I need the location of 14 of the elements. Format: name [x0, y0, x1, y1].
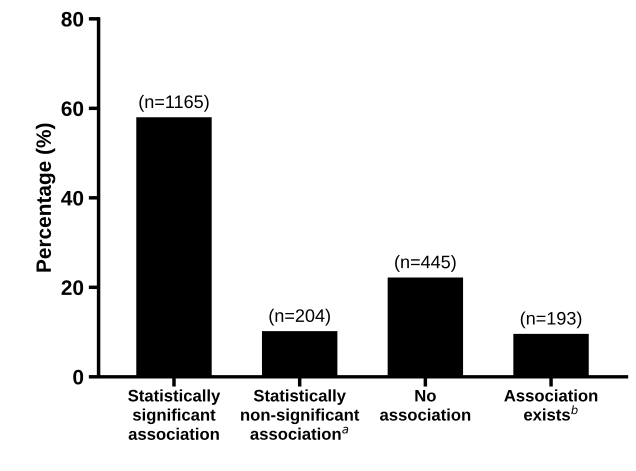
- annotation: (n=193): [520, 311, 582, 328]
- x-tick-label: No association: [380, 390, 470, 421]
- y-tick-label: 0: [73, 370, 84, 385]
- annotation: (n=445): [395, 255, 456, 272]
- x-tick-label: Association exists$^{b}$: [504, 389, 598, 421]
- y-tick-label: 60: [62, 101, 84, 116]
- x-tick-label: Statistically non-significant association$^{a}$: [241, 389, 360, 440]
- x-tick-label: Statistically significant association: [128, 389, 220, 440]
- y-tick-label: 20: [62, 280, 84, 296]
- y-tick-label: 80: [61, 12, 84, 27]
- y-tick-label: 40: [61, 190, 84, 206]
- annotation: (n=204): [269, 308, 330, 326]
- y-axis-title: Percentage (%): [36, 124, 56, 272]
- annotation: (n=1165): [139, 94, 209, 112]
